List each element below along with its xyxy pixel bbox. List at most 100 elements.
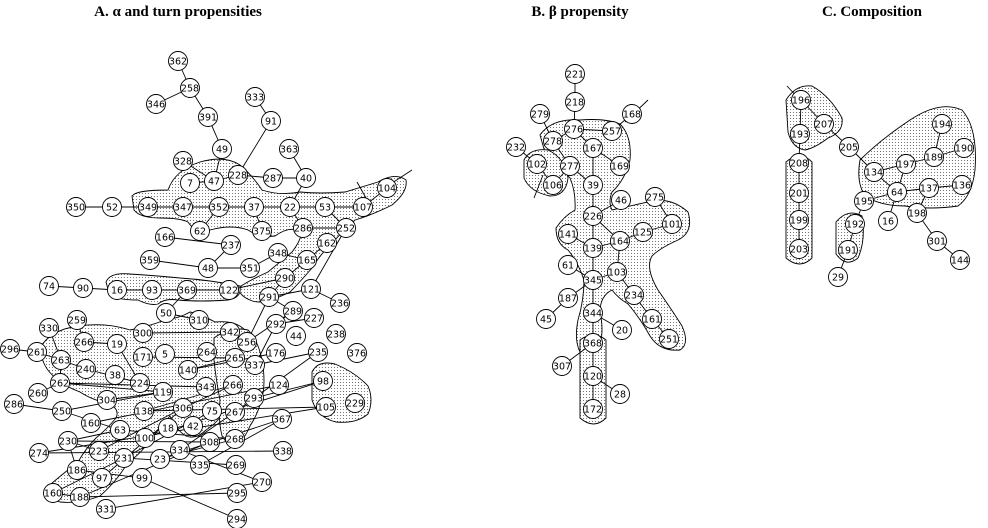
- node-circle: [74, 332, 94, 352]
- node-label: 231: [115, 453, 133, 464]
- panel-b-node: 169: [610, 156, 630, 176]
- panel-a-node: 268: [225, 429, 245, 449]
- panel-a-node: 362: [168, 51, 188, 71]
- node-label: 291: [260, 292, 278, 303]
- node-circle: [173, 151, 193, 171]
- panel-a-edge: [141, 477, 238, 520]
- panel-a-node: 37: [244, 197, 264, 217]
- node-label: 229: [346, 398, 364, 409]
- node-label: 186: [68, 465, 86, 476]
- panel-c-node: 205: [839, 137, 859, 157]
- node-circle: [543, 175, 563, 195]
- panel-b-node: 106: [543, 175, 563, 195]
- panel-a-node: 263: [51, 350, 71, 370]
- node-circle: [313, 371, 333, 391]
- node-circle: [583, 366, 603, 386]
- node-circle: [50, 373, 70, 393]
- node-label: 106: [544, 180, 562, 191]
- panel-a-node: 295: [227, 483, 247, 503]
- node-label: 62: [194, 226, 206, 237]
- node-circle: [345, 393, 365, 413]
- node-circle: [177, 280, 197, 300]
- panel-a-node: 347: [173, 197, 193, 217]
- node-label: 144: [951, 255, 969, 266]
- node-label: 330: [40, 323, 58, 334]
- panel-a-node: 350: [66, 197, 86, 217]
- node-label: 266: [75, 337, 93, 348]
- node-circle: [610, 231, 630, 251]
- node-label: 169: [611, 161, 629, 172]
- node-circle: [140, 250, 160, 270]
- panel-a-title: A. α and turn propensities: [94, 4, 262, 20]
- node-circle: [583, 175, 603, 195]
- panel-b-node: 120: [583, 366, 603, 386]
- panel-b-node: 257: [602, 121, 622, 141]
- panel-c-node: 144: [950, 250, 970, 270]
- panel-c-node: 191: [838, 240, 858, 260]
- node-label: 290: [276, 273, 294, 284]
- panel-a-node: 47: [204, 171, 224, 191]
- node-label: 262: [51, 378, 69, 389]
- node-circle: [227, 509, 247, 528]
- node-label: 375: [253, 226, 271, 237]
- node-circle: [275, 268, 295, 288]
- node-label: 23: [154, 454, 166, 465]
- node-circle: [583, 399, 603, 419]
- node-label: 188: [71, 492, 89, 503]
- panel-a-node: 294: [227, 509, 247, 528]
- node-label: 93: [146, 285, 158, 296]
- node-circle: [864, 162, 884, 182]
- node-label: 218: [566, 97, 584, 108]
- node-circle: [244, 197, 264, 217]
- node-label: 167: [584, 143, 602, 154]
- node-circle: [269, 375, 289, 395]
- node-circle: [261, 111, 281, 131]
- panel-a-node: 107: [353, 197, 373, 217]
- panel-b-node: 125: [633, 222, 653, 242]
- panel-a-node: 352: [209, 197, 229, 217]
- panel-a-edge: [179, 449, 263, 483]
- panel-c-node: 189: [924, 147, 944, 167]
- panel-a-node: 262: [50, 373, 70, 393]
- panel-a-edge: [237, 120, 272, 176]
- panel-a-node: 40: [296, 168, 316, 188]
- node-circle: [225, 429, 245, 449]
- node-circle: [611, 190, 631, 210]
- panel-a-node: 287: [263, 168, 283, 188]
- panel-b-regions: [523, 119, 691, 425]
- panel-a-node: 304: [97, 390, 117, 410]
- node-label: 205: [840, 142, 858, 153]
- panel-b-node: 139: [583, 238, 603, 258]
- node-label: 230: [59, 436, 77, 447]
- node-circle: [583, 270, 603, 290]
- node-label: 198: [908, 208, 926, 219]
- node-circle: [907, 203, 927, 223]
- panel-c-node: 208: [789, 153, 809, 173]
- node-circle: [202, 401, 222, 421]
- node-label: 40: [300, 173, 312, 184]
- node-label: 228: [229, 170, 247, 181]
- panel-a-node: 274: [29, 443, 49, 463]
- node-label: 189: [925, 152, 943, 163]
- node-label: 286: [5, 399, 23, 410]
- node-circle: [838, 240, 858, 260]
- node-circle: [326, 324, 346, 344]
- node-circle: [227, 483, 247, 503]
- node-circle: [190, 221, 210, 241]
- panel-c-node: 193: [790, 124, 810, 144]
- node-circle: [814, 114, 834, 134]
- node-label: 172: [584, 404, 602, 415]
- node-circle: [266, 343, 286, 363]
- node-circle: [39, 318, 59, 338]
- node-label: 138: [135, 406, 153, 417]
- node-circle: [67, 310, 87, 330]
- panel-b-node: 345: [583, 270, 603, 290]
- node-label: 352: [210, 202, 228, 213]
- panel-a-node: 186: [67, 460, 87, 480]
- node-label: 44: [290, 331, 302, 342]
- node-circle: [221, 235, 241, 255]
- node-label: 286: [294, 223, 312, 234]
- node-label: 171: [134, 352, 152, 363]
- panel-b-node: 164: [610, 231, 630, 251]
- node-circle: [583, 333, 603, 353]
